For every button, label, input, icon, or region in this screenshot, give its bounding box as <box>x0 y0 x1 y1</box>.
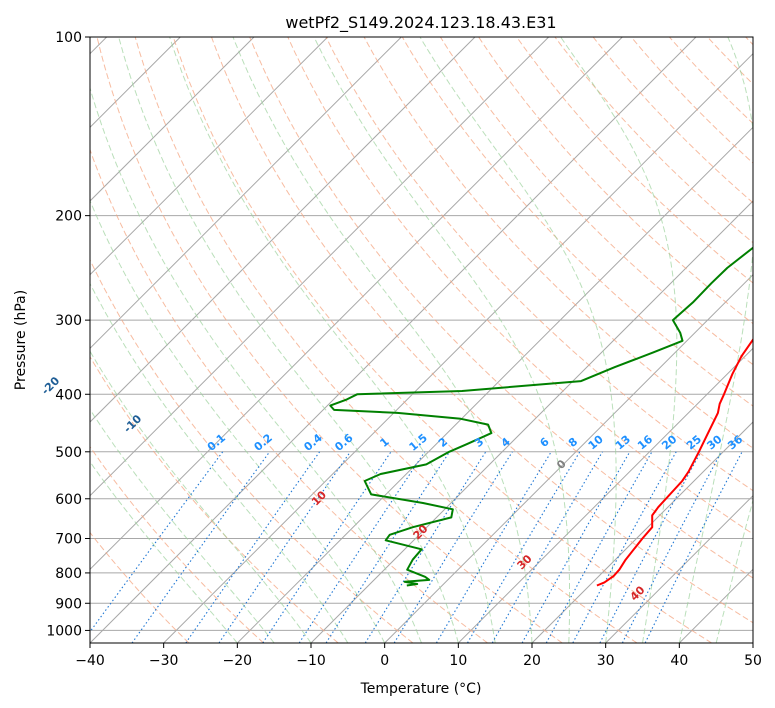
mixing-ratio-line <box>644 451 743 643</box>
moist-adiabat-line <box>90 282 349 643</box>
dry-adiabat-line <box>90 258 414 643</box>
y-tick-label: 700 <box>55 532 82 548</box>
moist-adiabat-line <box>90 86 422 643</box>
y-tick-label: 300 <box>55 313 82 329</box>
isotherm-line <box>163 52 753 643</box>
x-tick-label: −10 <box>296 653 326 669</box>
chart-title: wetPf2_S149.2024.123.18.43.E31 <box>285 13 556 33</box>
mixing-ratio-line <box>90 451 224 633</box>
plot-frame <box>89 36 754 644</box>
dry-adiabat-line <box>439 37 753 366</box>
moist-adiabat-line <box>678 37 753 643</box>
moist-adiabat-line <box>419 37 617 643</box>
dry-adiabat-line <box>401 37 753 407</box>
dry-adiabat-line <box>96 37 563 643</box>
dry-adiabat-line <box>134 37 638 643</box>
mixing-ratio-line <box>364 451 487 643</box>
mixing-ratio-line <box>218 451 351 643</box>
dewpoint-profile-line <box>329 246 753 587</box>
mixing-ratio-line <box>131 451 271 643</box>
mixing-ratio-line <box>521 451 631 643</box>
x-tick-label: 20 <box>523 653 541 669</box>
dry-adiabat-line <box>325 37 753 492</box>
isotherm-line <box>90 37 550 497</box>
dry-adiabat-line <box>630 37 753 164</box>
moist-adiabat-line <box>715 498 753 643</box>
y-tick-label: 600 <box>55 492 82 508</box>
mixing-ratio-line <box>572 451 677 643</box>
mixing-ratio-line <box>599 451 702 643</box>
isotherm-line <box>90 37 697 643</box>
x-tick-label: 50 <box>744 653 762 669</box>
isotherm-line <box>90 37 476 423</box>
dry-adiabat-line <box>592 37 753 204</box>
dry-adiabat-line <box>211 37 753 624</box>
moist-adiabat-line <box>118 37 459 643</box>
mixing-ratio-line <box>325 451 451 643</box>
x-tick-label: 0 <box>380 653 389 669</box>
y-tick-label: 900 <box>55 596 82 612</box>
y-tick-label: 800 <box>55 566 82 582</box>
x-tick-label: 10 <box>449 653 467 669</box>
x-axis-label: Temperature (°C) <box>360 681 482 697</box>
dry-adiabat-line <box>90 531 190 643</box>
isotherm-line <box>90 37 623 571</box>
x-tick-label: −20 <box>223 653 253 669</box>
isotherm-line <box>90 37 402 350</box>
temperature-profile-line <box>596 337 753 587</box>
mixing-ratio-line <box>298 451 426 643</box>
dry-adiabat-line <box>287 37 753 535</box>
moist-adiabat-line <box>90 199 386 643</box>
isotherm-line <box>90 37 329 276</box>
moist-adiabat-line <box>560 37 678 643</box>
moist-adiabat-line <box>169 37 496 643</box>
dry-adiabat-line <box>554 37 753 244</box>
isotherm-line <box>236 126 753 643</box>
dry-adiabat-line <box>90 148 488 643</box>
dry-adiabat-line <box>516 37 753 284</box>
y-tick-label: 400 <box>55 387 82 403</box>
isotherm-line <box>531 421 753 643</box>
dry-adiabat-line <box>478 37 753 325</box>
y-tick-label: 100 <box>55 30 82 46</box>
dry-adiabat-line <box>249 37 753 579</box>
moist-adiabat-line <box>232 37 533 643</box>
y-axis-label: Pressure (hPa) <box>13 290 29 390</box>
mixing-ratio-line <box>262 451 392 643</box>
dry-adiabat-line <box>363 37 753 449</box>
isotherm-line <box>90 37 255 202</box>
y-tick-label: 200 <box>55 209 82 225</box>
moist-adiabat-line <box>90 350 312 643</box>
x-tick-label: 30 <box>597 653 615 669</box>
x-tick-label: 40 <box>670 653 688 669</box>
y-tick-label: 500 <box>55 445 82 461</box>
mixing-ratio-line <box>435 451 552 643</box>
x-tick-label: −30 <box>149 653 179 669</box>
y-tick-label: 1000 <box>46 623 82 639</box>
x-tick-label: −40 <box>75 653 105 669</box>
mixing-ratio-line <box>545 451 653 643</box>
mixing-ratio-line <box>185 451 321 643</box>
isotherm-line <box>384 273 753 643</box>
moist-adiabat-line <box>313 37 571 643</box>
isotherm-line <box>457 347 753 643</box>
isotherm-line <box>605 494 753 643</box>
moist-adiabat-line <box>90 408 275 643</box>
